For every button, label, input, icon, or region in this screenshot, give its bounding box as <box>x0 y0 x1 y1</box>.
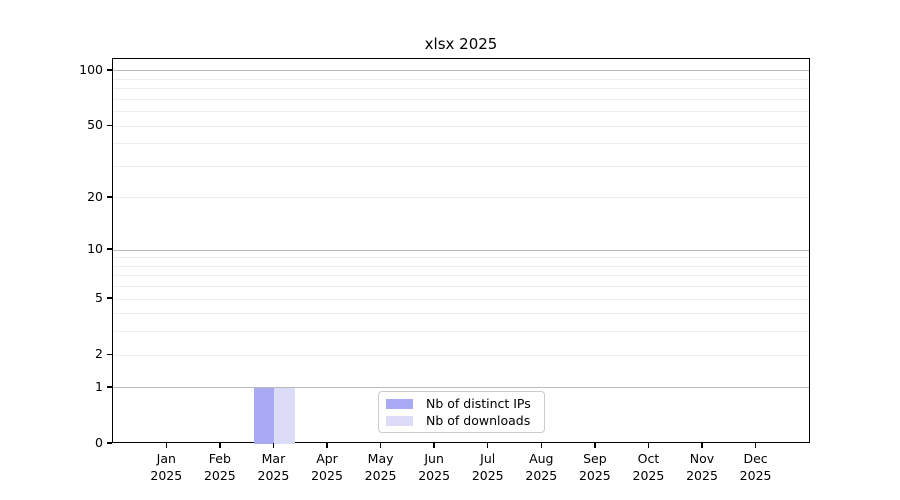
legend-swatch <box>386 398 413 409</box>
y-gridline <box>113 249 809 251</box>
y-minor-gridline <box>113 265 809 267</box>
y-tick-label: 2 <box>95 346 103 362</box>
chart-title: xlsx 2025 <box>424 35 498 53</box>
y-tick-label: 50 <box>87 117 103 133</box>
y-tick <box>107 69 112 71</box>
x-tick <box>487 443 489 448</box>
y-minor-gridline <box>113 313 809 315</box>
y-tick-label: 20 <box>87 188 103 204</box>
y-gridline <box>113 125 809 127</box>
y-tick-label: 1 <box>95 378 103 394</box>
x-tick <box>433 443 435 448</box>
y-tick <box>107 124 112 126</box>
x-tick <box>219 443 221 448</box>
plot-area <box>112 58 810 444</box>
y-tick <box>107 386 112 388</box>
x-tick-label-apr: Apr 2025 <box>311 451 343 483</box>
y-tick <box>107 442 112 444</box>
legend-item-nb-of-distinct-ips: Nb of distinct IPs <box>386 395 537 412</box>
x-tick <box>754 443 757 448</box>
y-minor-gridline <box>113 98 809 100</box>
y-gridline <box>113 70 809 72</box>
legend: Nb of distinct IPs Nb of downloads <box>378 391 545 433</box>
x-tick <box>540 443 542 448</box>
y-minor-gridline <box>113 286 809 288</box>
y-minor-gridline <box>113 88 809 90</box>
x-tick <box>594 443 596 448</box>
x-tick-label-may: May 2025 <box>364 451 397 483</box>
legend-swatch <box>386 415 413 426</box>
y-gridline <box>113 298 809 300</box>
y-tick-label: 0 <box>95 435 103 450</box>
x-tick-label-nov: Nov 2025 <box>686 451 718 483</box>
x-tick <box>379 443 382 448</box>
x-tick-label-jul: Jul 2025 <box>471 451 504 483</box>
y-tick <box>107 196 112 198</box>
y-tick <box>107 353 112 355</box>
x-tick-label-mar: Mar 2025 <box>257 451 290 483</box>
x-tick <box>701 443 703 448</box>
y-tick-label: 10 <box>87 241 103 257</box>
bar-nb-of-distinct-ips-mar-2025 <box>253 387 275 444</box>
y-minor-gridline <box>113 111 809 113</box>
x-tick <box>272 443 275 448</box>
y-minor-gridline <box>113 275 809 277</box>
x-tick-label-oct: Oct 2025 <box>632 451 665 483</box>
x-tick-label-dec: Dec 2025 <box>739 451 772 483</box>
y-tick <box>107 297 112 299</box>
y-minor-gridline <box>113 78 809 80</box>
y-tick-label: 5 <box>95 290 103 306</box>
x-tick-label-feb: Feb 2025 <box>203 451 236 483</box>
y-tick <box>107 248 112 250</box>
x-tick <box>647 443 650 448</box>
x-tick-label-sep: Sep 2025 <box>578 451 611 483</box>
y-minor-gridline <box>113 257 809 259</box>
y-gridline <box>113 197 809 199</box>
x-tick <box>165 443 167 448</box>
legend-label: Nb of distinct IPs <box>426 396 531 411</box>
x-tick <box>326 443 328 448</box>
y-gridline <box>113 354 809 356</box>
y-minor-gridline <box>113 331 809 333</box>
y-minor-gridline <box>113 165 809 167</box>
y-minor-gridline <box>113 143 809 145</box>
y-gridline <box>113 387 809 389</box>
x-tick-label-jun: Jun 2025 <box>418 451 451 483</box>
x-tick-label-jan: Jan 2025 <box>150 451 183 483</box>
x-tick-label-aug: Aug 2025 <box>525 451 558 483</box>
bar-nb-of-downloads-mar-2025 <box>274 387 295 444</box>
y-tick-label: 100 <box>79 61 103 77</box>
legend-label: Nb of downloads <box>426 413 531 428</box>
legend-item-nb-of-downloads: Nb of downloads <box>386 412 537 429</box>
